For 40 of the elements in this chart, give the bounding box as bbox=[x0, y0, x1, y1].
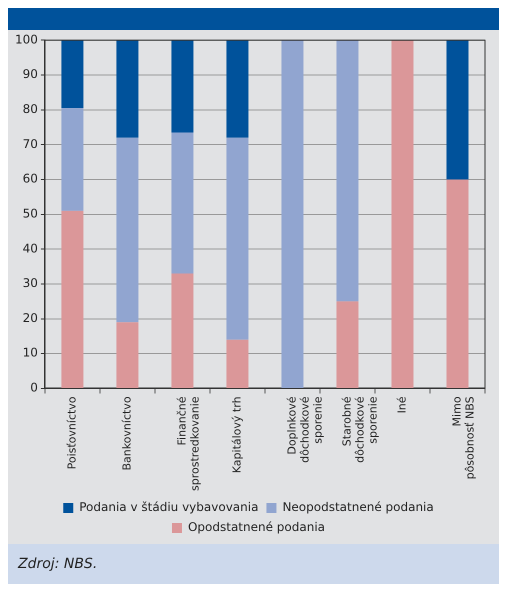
text: Zdroj: NBS. bbox=[18, 556, 98, 572]
bar bbox=[391, 40, 414, 388]
y-tick-label: 0 bbox=[30, 380, 38, 395]
bar bbox=[61, 108, 84, 211]
bar bbox=[171, 132, 194, 274]
y-tick-label: 100 bbox=[15, 32, 38, 46]
bar bbox=[226, 138, 248, 340]
legend-label: Neopodstatnené podania bbox=[282, 500, 434, 514]
bar bbox=[116, 40, 138, 138]
y-tick-label: 20 bbox=[22, 310, 38, 325]
y-tick-label: 60 bbox=[22, 172, 38, 186]
y-tick-label: 40 bbox=[22, 241, 38, 256]
bar bbox=[171, 274, 194, 388]
x-tick-label: Finančné sprostredkovanie bbox=[175, 396, 202, 492]
bar bbox=[116, 138, 138, 322]
y-tick-label: 10 bbox=[22, 346, 38, 360]
bar bbox=[446, 40, 468, 180]
x-tick-label: Iné bbox=[395, 396, 408, 414]
legend-label: Opodstatnené podania bbox=[188, 520, 326, 534]
bar bbox=[226, 40, 248, 138]
bar bbox=[61, 210, 84, 388]
y-tick-label: 50 bbox=[22, 206, 38, 220]
legend-label: Podania v štádiu vybavovania bbox=[79, 500, 258, 514]
x-tick-label: Mimo pôsobnosť NBS bbox=[450, 396, 477, 480]
y-tick-label: 90 bbox=[22, 67, 38, 82]
x-tick-label: Bankovníctvo bbox=[120, 396, 134, 471]
x-tick-label: Doplnkové dôchodkové sporenie bbox=[285, 396, 325, 463]
bar bbox=[281, 40, 304, 388]
bar bbox=[226, 340, 248, 388]
bar bbox=[171, 40, 194, 132]
bar bbox=[336, 40, 358, 302]
y-tick-label: 30 bbox=[22, 276, 38, 290]
x-tick-label: Poisťovníctvo bbox=[65, 396, 78, 470]
bar bbox=[116, 322, 138, 388]
x-tick-label: Kapitálový trh bbox=[230, 396, 244, 474]
bar bbox=[446, 180, 468, 388]
bar bbox=[336, 301, 358, 388]
bar bbox=[61, 40, 84, 108]
y-tick-label: 80 bbox=[22, 102, 38, 116]
y-tick-label: 70 bbox=[22, 136, 38, 151]
